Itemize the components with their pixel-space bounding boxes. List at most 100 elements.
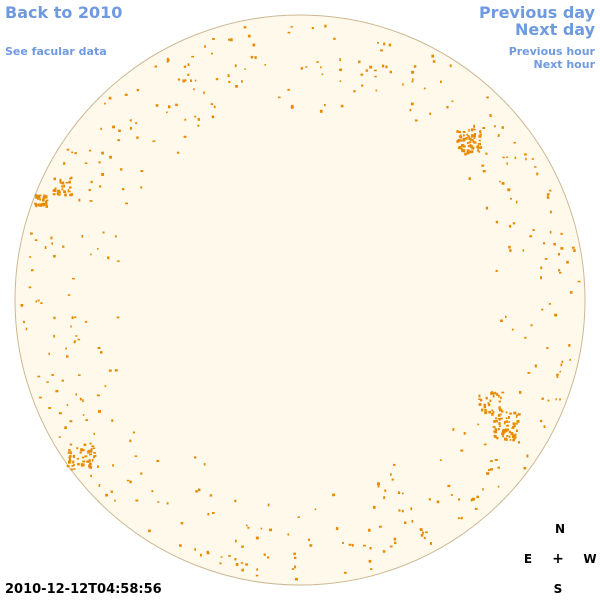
plage-point	[450, 494, 453, 496]
plage-point	[335, 527, 339, 531]
plage-point	[506, 156, 509, 158]
plage-point	[476, 495, 479, 499]
plage-point	[451, 100, 454, 103]
plage-point	[461, 149, 463, 153]
plage-point	[460, 134, 462, 137]
plage-point	[45, 205, 48, 208]
plage-point	[79, 397, 82, 401]
plage-point	[509, 412, 512, 415]
plage-point	[235, 563, 239, 566]
plage-point	[300, 67, 304, 70]
plage-point	[37, 196, 41, 199]
plage-point	[554, 313, 558, 317]
plage-point	[504, 437, 507, 441]
plage-point	[287, 31, 291, 34]
plage-point	[230, 38, 233, 42]
plage-point	[112, 464, 114, 467]
plage-point	[459, 146, 462, 149]
plage-point	[375, 89, 378, 92]
plage-point	[507, 188, 511, 192]
plage-point	[321, 73, 324, 76]
plage-point	[495, 269, 498, 272]
plage-point	[53, 254, 56, 258]
plage-point	[344, 571, 347, 574]
plage-point	[180, 522, 184, 525]
plage-point	[457, 139, 461, 142]
plage-point	[307, 538, 311, 541]
plage-point	[512, 436, 515, 438]
plage-point	[401, 509, 404, 513]
plage-point	[501, 126, 504, 129]
plage-point	[515, 200, 518, 204]
plage-point	[477, 423, 480, 426]
plage-point	[373, 69, 377, 72]
plage-point	[28, 286, 32, 289]
previous-day-link[interactable]: Previous day	[478, 3, 595, 22]
plage-point	[467, 149, 470, 152]
observation-timestamp: 2010-12-12T04:58:56	[5, 582, 162, 597]
plage-point	[332, 493, 336, 497]
plage-point	[411, 70, 414, 74]
plage-point	[499, 180, 501, 183]
plage-point	[135, 499, 139, 502]
plage-point	[473, 124, 475, 128]
plage-point	[478, 398, 482, 400]
plage-point	[29, 256, 32, 258]
plage-point	[287, 533, 290, 536]
plage-point	[244, 68, 246, 70]
plage-point	[478, 403, 482, 406]
plage-point	[459, 135, 463, 139]
next-hour-link[interactable]: Next hour	[533, 58, 596, 71]
plage-point	[92, 447, 96, 450]
plage-point	[560, 363, 563, 367]
back-to-year-link[interactable]: Back to 2010	[5, 3, 123, 22]
plage-point	[532, 229, 535, 231]
plage-point	[190, 79, 192, 82]
plage-point	[431, 54, 434, 58]
plage-point	[379, 525, 382, 528]
plage-point	[59, 182, 63, 184]
plage-point	[69, 443, 73, 446]
plage-point	[207, 513, 210, 516]
plage-point	[388, 43, 392, 47]
plage-point	[293, 552, 296, 556]
plage-point	[339, 80, 342, 82]
plage-point	[45, 202, 48, 206]
plage-point	[425, 531, 428, 534]
plage-point	[471, 147, 475, 150]
plage-point	[497, 134, 500, 137]
plage-point	[363, 544, 366, 547]
plage-point	[64, 426, 67, 430]
plage-point	[81, 456, 85, 459]
plage-point	[462, 137, 466, 141]
plage-point	[568, 344, 571, 347]
plage-point	[76, 447, 79, 450]
plage-point	[492, 411, 495, 414]
plage-point	[48, 352, 50, 356]
plage-point	[498, 418, 501, 421]
plage-point	[402, 83, 404, 86]
plage-point	[514, 425, 516, 427]
plage-point	[467, 135, 470, 138]
plage-point	[460, 449, 464, 452]
plage-point	[466, 151, 470, 155]
plage-point	[412, 78, 414, 81]
see-facular-data-link[interactable]: See facular data	[5, 45, 107, 58]
plage-point	[152, 140, 156, 142]
next-day-link[interactable]: Next day	[515, 20, 595, 39]
plage-point	[67, 451, 70, 454]
plage-point	[287, 88, 290, 91]
plage-point	[72, 277, 75, 280]
plage-point	[70, 325, 72, 328]
plage-point	[66, 355, 69, 358]
plage-point	[525, 157, 527, 161]
plage-point	[58, 194, 61, 196]
plage-point	[209, 494, 213, 497]
plage-point	[54, 187, 57, 190]
plage-point	[368, 559, 372, 563]
plage-point	[333, 37, 336, 40]
plage-point	[37, 195, 41, 198]
plage-point	[93, 455, 97, 457]
previous-hour-link[interactable]: Previous hour	[508, 45, 595, 58]
plage-point	[457, 517, 461, 520]
